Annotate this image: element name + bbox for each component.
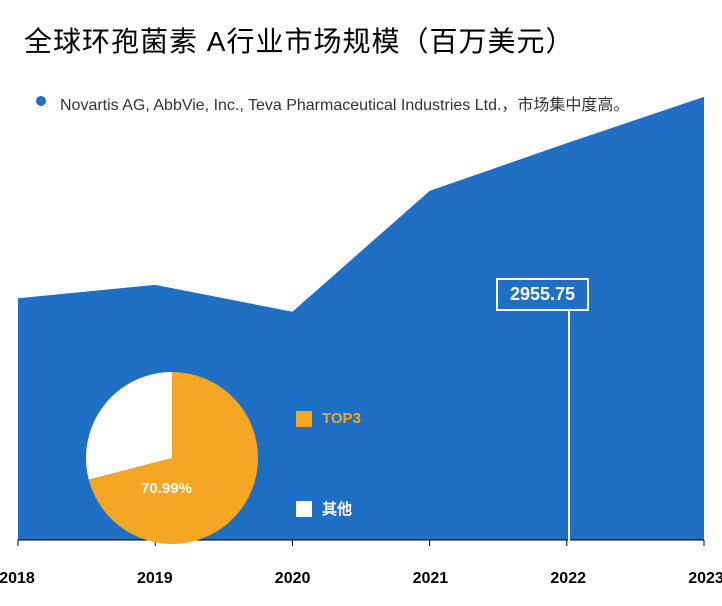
callout-value-box: 2955.75 — [496, 278, 589, 311]
legend-item-top3: TOP3 — [296, 410, 361, 427]
annotation-block: Novartis AG, AbbVie, Inc., Teva Pharmace… — [36, 90, 672, 122]
chart-title: 全球环孢菌素 A行业市场规模（百万美元） — [24, 20, 712, 60]
callout-leader-line — [568, 310, 570, 606]
legend-text: TOP3 — [322, 410, 361, 427]
callout-value: 2955.75 — [510, 284, 575, 304]
legend-swatch — [296, 411, 312, 427]
annotation-text: Novartis AG, AbbVie, Inc., Teva Pharmace… — [60, 90, 629, 122]
legend-swatch — [296, 501, 312, 517]
pie-center-label: 70.99% — [141, 480, 192, 497]
bullet-icon — [36, 96, 46, 106]
pie-chart — [82, 368, 262, 548]
legend-text: 其他 — [322, 498, 352, 519]
chart-area: 2955.75 70.99% TOP3 其他 — [16, 70, 706, 560]
legend-item-other: 其他 — [296, 498, 352, 519]
